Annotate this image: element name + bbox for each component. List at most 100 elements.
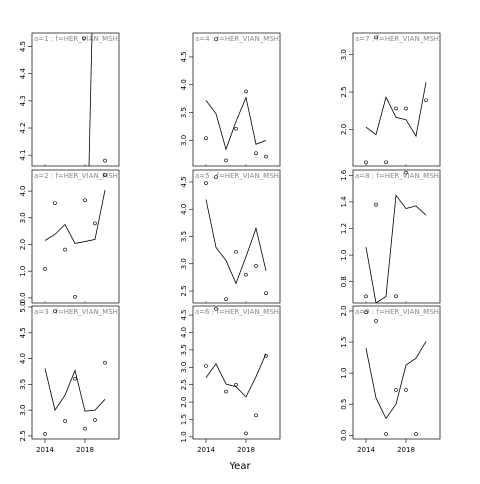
data-point — [244, 431, 248, 436]
y-tick-label: 3.0 — [180, 258, 188, 269]
y-tick-label: 0.0 — [340, 430, 348, 441]
y-tick-label: 1.0 — [340, 368, 348, 379]
fit-line — [44, 189, 106, 244]
panel: 2.5 3.0 3.5 4.0 4.5 5.0 2014 2018 a=3 : f=HER_VI… — [19, 301, 123, 454]
x-tick-label: 2018 — [76, 446, 94, 454]
data-point — [73, 295, 77, 299]
y-tick-label: 1.5 — [180, 414, 188, 425]
strip-label: a=8 : f=HER_VIAN_MSHA — [355, 172, 444, 180]
x-tick-label: 2014 — [197, 446, 215, 454]
panel-frame — [192, 32, 281, 167]
data-point — [234, 382, 238, 387]
plot-area: a=8 : f=HER_VIAN_MSHA — [355, 170, 444, 303]
x-tick-label: 2014 — [36, 446, 54, 454]
strip-label: a=3 : f=HER_VIAN_MSHA — [34, 308, 123, 316]
y-tick-label: 1.0 — [340, 250, 348, 261]
x-tick-label: 2018 — [237, 446, 255, 454]
data-point — [53, 201, 57, 205]
y-tick-label: 4.0 — [180, 204, 188, 215]
data-point — [384, 160, 388, 165]
data-point — [264, 353, 268, 358]
data-point — [394, 294, 398, 299]
panel: 0.0 0.5 1.0 1.5 2.0 2014 2018 a=9 : f=HER_VIAN_… — [340, 305, 441, 454]
data-point — [234, 249, 238, 254]
y-tick-label: 3.0 — [19, 405, 27, 416]
y-tick-label: 4.0 — [19, 186, 27, 197]
data-point — [404, 170, 408, 175]
data-point — [63, 419, 67, 423]
fit-line — [365, 82, 427, 138]
data-point — [204, 364, 208, 368]
data-point — [424, 98, 428, 103]
panel-frame — [192, 169, 281, 304]
y-tick-label: 4.1 — [19, 150, 27, 161]
plot-area: a=5 : f=HER_VIAN_MSHA — [195, 172, 284, 301]
y-tick-label: 4.5 — [19, 327, 27, 338]
panel: 4.1 4.2 4.3 4.4 4.5 a=1 : f=HER_VIAN_MSHA — [19, 32, 123, 167]
panel-frame — [192, 305, 281, 440]
y-tick-label: 3.5 — [180, 107, 188, 118]
fit-line — [44, 368, 106, 412]
y-tick-label: 4.5 — [180, 176, 188, 187]
y-tick-label: 3.0 — [180, 362, 188, 373]
data-point — [83, 198, 87, 202]
data-point — [364, 160, 368, 165]
y-tick-label: 1.4 — [340, 196, 348, 208]
panel-frame — [31, 305, 120, 440]
data-point — [254, 151, 258, 156]
y-tick-label: 1.0 — [19, 266, 27, 277]
plot-area: a=1 : f=HER_VIAN_MSHA — [34, 33, 123, 166]
plot-area: a=3 : f=HER_VIAN_MSHA — [34, 308, 123, 436]
fit-line — [205, 96, 267, 151]
y-tick-label: 3.0 — [19, 212, 27, 223]
plot-area: a=4 : f=HER_VIAN_MSHA — [195, 35, 284, 163]
y-tick-label: 4.5 — [180, 309, 188, 320]
panel: 1.0 1.5 2.0 2.5 3.0 3.5 4.0 4.5 2014 2018 a=6 : f=… — [180, 305, 281, 454]
strip-label: a=1 : f=HER_VIAN_MSHA — [34, 35, 123, 43]
data-point — [364, 294, 368, 299]
y-tick-label: 0.5 — [340, 399, 348, 410]
data-point — [73, 376, 77, 381]
y-tick-label: 1.6 — [340, 169, 348, 181]
y-tick-label: 2.5 — [340, 86, 348, 97]
data-point — [244, 89, 248, 94]
data-point — [103, 173, 107, 177]
data-point — [254, 413, 258, 418]
panel-frame — [31, 169, 120, 304]
panel-frame — [31, 32, 120, 167]
y-tick-label: 2.5 — [19, 430, 27, 441]
data-point — [374, 202, 378, 207]
data-point — [103, 158, 107, 163]
data-point — [374, 35, 378, 40]
y-tick-label: 0.8 — [340, 276, 348, 287]
data-point — [394, 388, 398, 392]
y-tick-label: 3.5 — [19, 379, 27, 390]
y-tick-label: 2.5 — [180, 285, 188, 296]
data-point — [234, 126, 238, 131]
data-point — [214, 175, 218, 179]
data-point — [404, 106, 408, 111]
y-tick-label: 2.0 — [340, 305, 348, 316]
y-tick-label: 1.5 — [340, 336, 348, 347]
y-tick-label: 3.0 — [180, 135, 188, 146]
y-tick-label: 2.0 — [19, 239, 27, 250]
y-tick-label: 4.5 — [180, 51, 188, 62]
strip-label: a=5 : f=HER_VIAN_MSHA — [195, 172, 284, 180]
strip-label: a=7 : f=HER_VIAN_MSHA — [355, 35, 444, 43]
fit-line — [205, 199, 267, 285]
data-point — [414, 432, 418, 436]
plot-area: a=7 : f=HER_VIAN_MSHA — [355, 35, 444, 165]
x-tick-label: 2018 — [397, 446, 415, 454]
y-tick-label: 2.0 — [180, 397, 188, 408]
fit-line — [88, 33, 93, 166]
data-point — [93, 418, 97, 422]
data-point — [93, 221, 97, 226]
panel-frame — [352, 32, 441, 167]
y-tick-label: 4.0 — [180, 327, 188, 338]
panel-frame — [352, 305, 441, 440]
strip-label: a=4 : f=HER_VIAN_MSHA — [195, 35, 284, 43]
y-tick-label: 4.5 — [19, 41, 27, 52]
fit-line — [365, 341, 427, 420]
data-point — [364, 310, 368, 315]
data-point — [63, 247, 67, 252]
